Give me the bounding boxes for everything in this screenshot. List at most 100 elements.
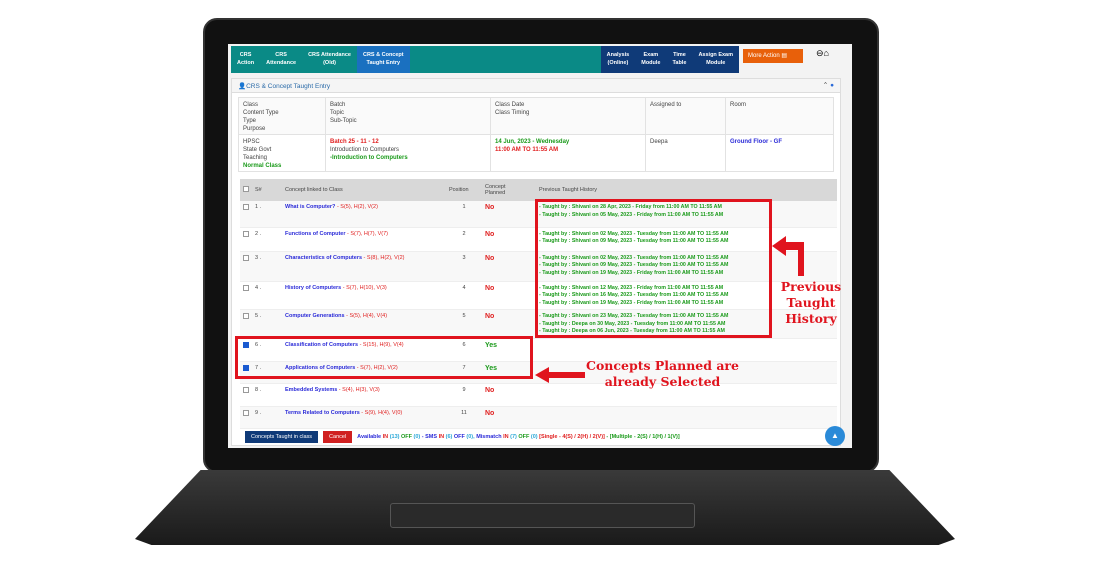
row-sn: 5 . [252, 309, 282, 339]
table-row: 3 . Characteristics of Computers - S(8),… [240, 251, 837, 282]
concept-link[interactable]: Functions of Computer [285, 230, 346, 237]
row-checkbox[interactable] [243, 254, 249, 261]
nav-time-table[interactable]: Time Table [666, 46, 693, 73]
nav-assign-exam[interactable]: Assign Exam Module [692, 46, 739, 73]
info-date: 14 Jun, 2023 - Wednesday [495, 139, 570, 145]
laptop-touchpad [390, 503, 695, 528]
back-icon[interactable]: ⊖ [816, 48, 824, 58]
class-info: Class Content Type Type Purpose Batch To… [238, 97, 834, 172]
table-row: 1 . What is Computer? - S(5), H(2), V(2)… [240, 201, 837, 228]
concepts-taught-button[interactable]: Concepts Taught in class [245, 431, 319, 443]
menu-icon: ▤ [781, 53, 788, 59]
row-checkbox[interactable] [243, 230, 249, 237]
row-position: 11 [446, 406, 482, 429]
row-position: 2 [446, 227, 482, 252]
expand-icon[interactable]: ● [830, 82, 834, 89]
row-checkbox[interactable] [243, 313, 249, 319]
status-part: (0) [530, 434, 540, 440]
concept-link[interactable]: Characteristics of Computers [285, 254, 363, 261]
more-action-button[interactable]: More Action ▤ [743, 49, 803, 63]
history-entry: - Taught by : Shivani on 19 May, 2023 - … [539, 299, 724, 306]
col-position: Position [446, 179, 482, 201]
row-planned: No [482, 227, 536, 252]
row-position: 3 [446, 251, 482, 282]
top-nav: CRS Action CRS Attendance CRS Attendance… [231, 46, 739, 73]
concept-link[interactable]: Applications of Computers [285, 364, 356, 371]
nav-crs-attendance[interactable]: CRS Attendance [266, 52, 297, 66]
history-entry: - Taught by : Shivani on 02 May, 2023 - … [539, 230, 729, 237]
history-entry: - Taught by : Shivani on 12 May, 2023 - … [539, 284, 724, 291]
status-part: OFF [453, 434, 467, 440]
info-subtopic: -Introduction to Computers [330, 155, 408, 161]
info-type: Teaching [243, 155, 268, 161]
nav-exam-module[interactable]: Exam Module [635, 46, 667, 73]
status-part: OFF [401, 434, 414, 440]
row-checkbox[interactable] [243, 386, 249, 393]
status-part: (0) [413, 434, 422, 440]
nav-crs-attendance-old[interactable]: CRS Attendance (Old) [308, 52, 351, 66]
row-sn: 3 . [252, 251, 282, 282]
info-purpose: Normal Class [243, 163, 282, 169]
arrow-history-icon [772, 236, 804, 276]
row-checkbox[interactable] [243, 284, 249, 291]
table-row: 5 . Computer Generations - S(5), H(4), V… [240, 309, 837, 339]
user-icon: 👤 [238, 83, 247, 90]
row-position: 1 [446, 201, 482, 228]
concept-link[interactable]: Computer Generations [285, 313, 345, 319]
collapse-icon[interactable]: ⌃ [822, 82, 829, 89]
status-part: IN [438, 434, 446, 440]
row-checkbox[interactable] [243, 409, 249, 416]
home-icon[interactable]: ⌂ [823, 48, 829, 58]
table-row: 4 . History of Computers - S(7), H(10), … [240, 281, 837, 310]
table-row: 9 . Terms Related to Computers - S(9), H… [240, 406, 837, 429]
nav-crs-concept-entry[interactable]: CRS & Concept Taught Entry [356, 46, 410, 73]
scroll-top-button[interactable]: ▲ [825, 426, 845, 446]
concept-link[interactable]: Classification of Computers [285, 341, 359, 348]
status-part: (6) [445, 434, 454, 440]
info-header-date: Class Date Class Timing [491, 98, 646, 135]
status-part: (7) [510, 434, 519, 440]
concept-link[interactable]: History of Computers [285, 284, 342, 291]
row-sn: 2 . [252, 227, 282, 252]
history-entry: - Taught by : Shivani on 09 May, 2023 - … [539, 262, 729, 268]
history-entry: - Taught by : Deepa on 30 May, 2023 - Tu… [539, 320, 726, 327]
history-entry: - Taught by : Shivani on 19 May, 2023 - … [539, 269, 724, 276]
row-sn: 4 . [252, 281, 282, 310]
row-planned: No [482, 201, 536, 228]
history-entry: - Taught by : Shivani on 16 May, 2023 - … [539, 292, 729, 298]
table-row: 6 . Classification of Computers - S(15),… [240, 338, 837, 362]
concept-counts: - S(9), H(4), V(0) [359, 409, 403, 416]
info-batch: Batch 25 - 11 - 12 [330, 139, 379, 145]
nav-analysis[interactable]: Analysis (Online) [600, 46, 636, 73]
row-position: 5 [446, 309, 482, 339]
panel-title: CRS & Concept Taught Entry [246, 83, 331, 90]
concept-counts: - S(7), H(10), V(3) [341, 284, 387, 291]
info-assigned: Deepa [646, 135, 726, 171]
history-entry: - Taught by : Shivani on 02 May, 2023 - … [539, 254, 729, 261]
cancel-button[interactable]: Cancel [323, 431, 353, 443]
annotation-history: Previous Taught History [780, 279, 842, 326]
row-sn: 6 . [252, 338, 282, 362]
annotation-planned: Concepts Planned are already Selected [586, 358, 739, 389]
info-header-class: Class Content Type Type Purpose [239, 98, 326, 135]
status-part: (0), [466, 434, 477, 440]
concept-counts: - S(4), H(3), V(3) [337, 386, 380, 393]
row-checkbox[interactable] [243, 364, 249, 371]
row-planned: No [482, 309, 536, 339]
planned-highlight-box [235, 336, 533, 379]
app-screen: CRS Action CRS Attendance CRS Attendance… [228, 44, 852, 448]
concept-link[interactable]: Terms Related to Computers [285, 409, 360, 416]
more-action-label: More Action [748, 53, 780, 59]
row-position: 9 [446, 383, 482, 407]
nav-crs-action[interactable]: CRS Action [237, 52, 255, 66]
row-checkbox[interactable] [243, 341, 249, 348]
status-part: (13) [389, 434, 401, 440]
concept-link[interactable]: Embedded Systems [285, 386, 338, 393]
concept-counts: - S(5), H(4), V(4) [344, 313, 388, 319]
concept-link[interactable]: What is Computer? [285, 204, 336, 210]
select-all-checkbox[interactable] [243, 186, 249, 192]
row-checkbox[interactable] [243, 204, 249, 210]
row-planned: No [482, 406, 536, 429]
status-part: - SMS [421, 434, 439, 440]
col-concept: Concept linked to Class [282, 179, 446, 201]
